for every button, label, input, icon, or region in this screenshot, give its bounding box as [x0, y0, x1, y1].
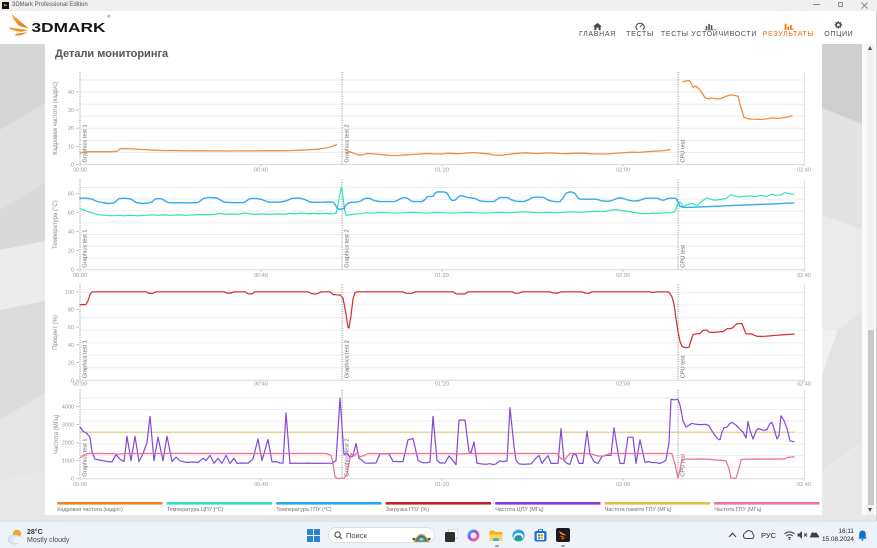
svg-text:00:40: 00:40 [254, 382, 268, 388]
svg-text:3DMARK: 3DMARK [32, 20, 107, 35]
svg-text:CPU test: CPU test [681, 355, 687, 378]
svg-text:00:00: 00:00 [73, 273, 87, 279]
svg-text:00:00: 00:00 [73, 482, 87, 488]
svg-text:Graphics test 2: Graphics test 2 [345, 124, 351, 162]
svg-text:Кадровая частота (кадр/с): Кадровая частота (кадр/с) [57, 507, 123, 513]
svg-text:02:40: 02:40 [797, 482, 811, 488]
svg-text:Частота ЦПУ (МГц): Частота ЦПУ (МГц) [495, 507, 544, 513]
svg-text:20: 20 [68, 126, 74, 132]
svg-text:80: 80 [68, 308, 74, 314]
svg-text:Graphics test 1: Graphics test 1 [83, 340, 89, 378]
svg-text:CPU test: CPU test [681, 454, 687, 477]
svg-text:00:00: 00:00 [73, 382, 87, 388]
svg-text:60: 60 [68, 325, 74, 331]
svg-text:0: 0 [71, 477, 74, 483]
svg-text:Graphics test 2: Graphics test 2 [345, 229, 351, 267]
svg-text:Частота (МГц): Частота (МГц) [54, 415, 60, 455]
svg-text:02:40: 02:40 [797, 382, 811, 388]
svg-text:Температура ГПУ (°C): Температура ГПУ (°C) [276, 507, 332, 513]
svg-text:3000: 3000 [62, 423, 74, 429]
svg-text:CPU test: CPU test [681, 245, 687, 268]
svg-text:02:00: 02:00 [616, 482, 630, 488]
svg-text:00:00: 00:00 [73, 168, 87, 174]
svg-text:1000: 1000 [62, 459, 74, 465]
svg-text:Процент (%): Процент (%) [53, 315, 59, 350]
svg-text:01:20: 01:20 [435, 273, 449, 279]
svg-text:20: 20 [68, 249, 74, 255]
svg-text:0: 0 [71, 378, 74, 384]
svg-text:10: 10 [68, 144, 74, 150]
svg-text:Кадровая частота (кадр/с): Кадровая частота (кадр/с) [53, 82, 59, 155]
svg-text:02:40: 02:40 [797, 273, 811, 279]
svg-text:Частота ГПУ (МГц): Частота ГПУ (МГц) [714, 507, 761, 513]
svg-text:0: 0 [71, 268, 74, 274]
svg-text:Температура (°C): Температура (°C) [53, 200, 59, 249]
svg-text:02:40: 02:40 [797, 168, 811, 174]
svg-text:02:00: 02:00 [616, 273, 630, 279]
svg-text:Загрузка ГПУ (%): Загрузка ГПУ (%) [386, 507, 430, 513]
svg-text:60: 60 [68, 211, 74, 217]
svg-text:Graphics test 2: Graphics test 2 [345, 340, 351, 378]
svg-text:2000: 2000 [62, 441, 74, 447]
svg-text:Graphics test 1: Graphics test 1 [83, 438, 89, 476]
svg-text:40: 40 [68, 230, 74, 236]
svg-text:40: 40 [68, 90, 74, 96]
svg-text:®: ® [107, 13, 111, 19]
svg-text:02:00: 02:00 [616, 168, 630, 174]
svg-text:00:40: 00:40 [254, 273, 268, 279]
svg-text:Graphics test 1: Graphics test 1 [83, 124, 89, 162]
svg-text:Температура ЦПУ (°C): Температура ЦПУ (°C) [167, 507, 224, 513]
svg-text:80: 80 [68, 191, 74, 197]
svg-text:01:20: 01:20 [435, 382, 449, 388]
svg-text:40: 40 [68, 343, 74, 349]
svg-text:01:20: 01:20 [435, 482, 449, 488]
svg-text:01:20: 01:20 [435, 168, 449, 174]
svg-text:02:00: 02:00 [616, 382, 630, 388]
svg-text:00:40: 00:40 [254, 482, 268, 488]
svg-text:100: 100 [65, 290, 74, 296]
svg-text:4000: 4000 [62, 405, 74, 411]
svg-text:00:40: 00:40 [254, 168, 268, 174]
svg-text:CPU test: CPU test [681, 139, 687, 162]
svg-text:20: 20 [68, 361, 74, 367]
svg-text:0: 0 [71, 163, 74, 169]
svg-text:30: 30 [68, 108, 74, 114]
svg-text:Graphics test 1: Graphics test 1 [83, 229, 89, 267]
svg-text:Graphics test 2: Graphics test 2 [345, 438, 351, 476]
svg-text:Частота памяти ГПУ (МГц): Частота памяти ГПУ (МГц) [605, 507, 672, 513]
